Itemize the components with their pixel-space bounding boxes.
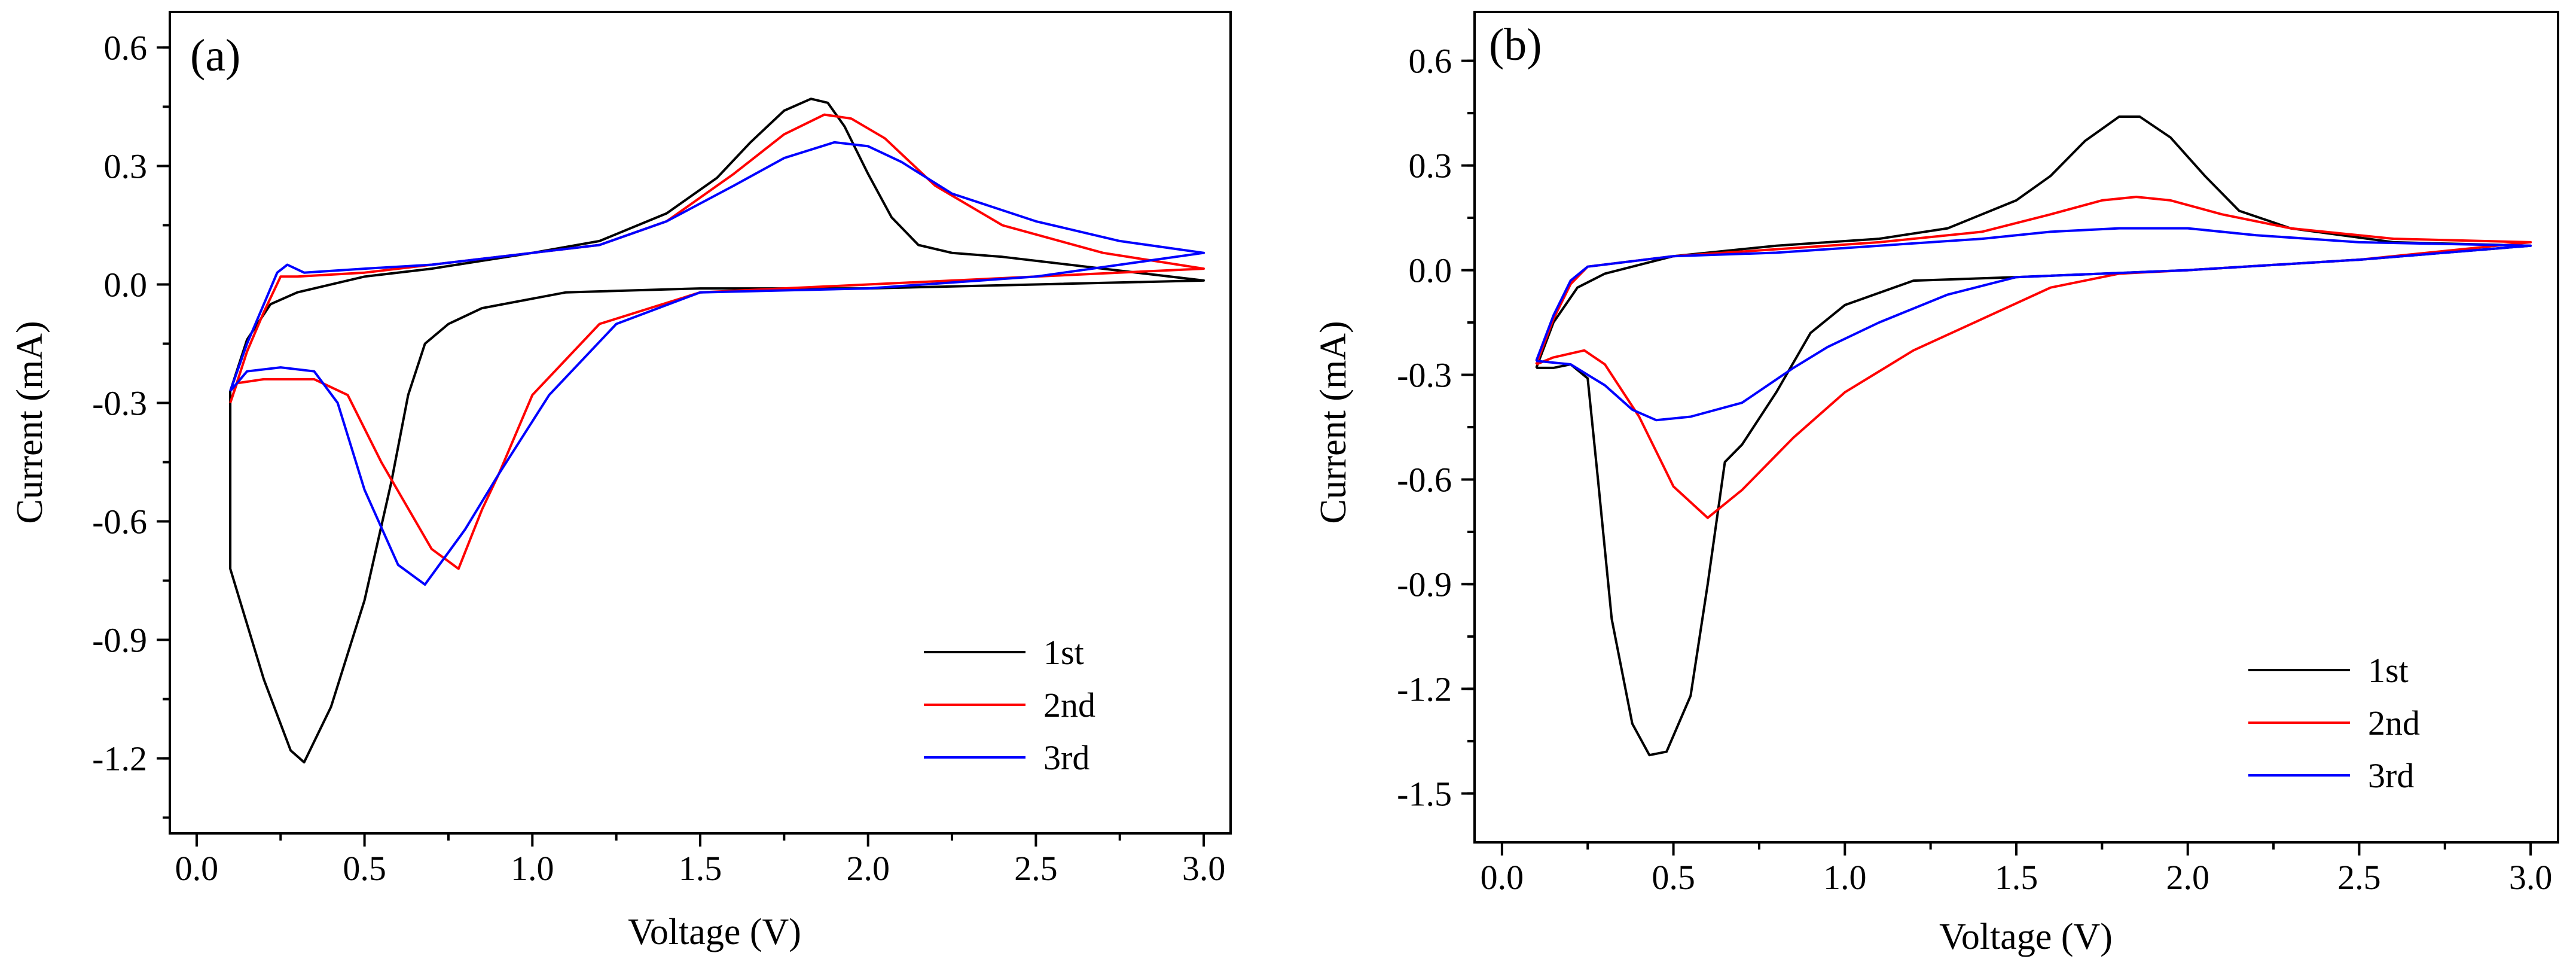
legend-label: 1st <box>1043 633 1084 672</box>
y-axis-label: Current (mA) <box>10 321 50 523</box>
x-tick-label: 1.5 <box>1995 858 2038 897</box>
x-tick-label: 2.0 <box>2166 858 2209 897</box>
gridless-ticks <box>157 46 1205 847</box>
y-tick-label: -1.2 <box>92 739 147 778</box>
legend-label: 3rd <box>2368 756 2414 795</box>
legend-label: 1st <box>2368 651 2409 690</box>
series-line-3rd <box>1535 227 2532 422</box>
x-tick-labels: 0.0 0.5 1.0 1.5 2.0 2.5 3.0 <box>175 849 1226 888</box>
panel-label: (b) <box>1489 20 1542 70</box>
y-tick-label: -1.2 <box>1397 669 1452 708</box>
y-tick-label: -0.9 <box>1397 565 1452 604</box>
x-tick-label: 0.5 <box>343 849 386 888</box>
y-tick-label: 0.6 <box>104 28 148 67</box>
x-tick-label: 1.0 <box>1823 858 1867 897</box>
gridless-ticks <box>1461 59 2532 856</box>
x-tick-label: 0.0 <box>175 849 219 888</box>
x-tick-label: 0.5 <box>1652 858 1695 897</box>
y-tick-label: -0.6 <box>92 503 147 541</box>
y-tick-label: 0.6 <box>1409 42 1452 81</box>
series-group <box>229 98 1205 764</box>
y-tick-label: 0.0 <box>1409 251 1452 290</box>
series-line-2nd <box>1535 196 2532 519</box>
x-tick-label: 0.0 <box>1481 858 1524 897</box>
panel-label: (a) <box>190 31 240 81</box>
series-group <box>1535 115 2532 757</box>
series-line-2nd <box>229 113 1205 570</box>
x-tick-label: 3.0 <box>1182 849 1226 888</box>
x-tick-label: 2.5 <box>1014 849 1058 888</box>
legend: 1st 2nd 3rd <box>924 633 1095 777</box>
series-line-3rd <box>229 141 1205 586</box>
legend-label: 2nd <box>1043 686 1095 724</box>
y-tick-label: -0.3 <box>92 383 147 422</box>
series-line-1st <box>229 98 1205 764</box>
y-axis-label: Current (mA) <box>1313 321 1354 523</box>
y-tick-label: -0.6 <box>1397 460 1452 499</box>
x-tick-label: 2.0 <box>846 849 890 888</box>
y-tick-label: -0.9 <box>92 621 147 660</box>
legend: 1st 2nd 3rd <box>2248 651 2420 795</box>
y-tick-label: 0.3 <box>1409 147 1452 185</box>
x-tick-label: 1.0 <box>511 849 554 888</box>
y-tick-label: -1.5 <box>1397 774 1452 813</box>
chart-b: 0.0 0.5 1.0 1.5 2.0 2.5 3.0 0.6 0.3 0.0 -0.3 -0.6 -… <box>1313 11 2559 957</box>
x-tick-labels: 0.0 0.5 1.0 1.5 2.0 2.5 3.0 <box>1481 858 2553 897</box>
y-tick-labels: 0.6 0.3 0.0 -0.3 -0.6 -0.9 -1.2 -1.5 <box>1397 42 1452 814</box>
x-tick-label: 2.5 <box>2337 858 2381 897</box>
y-tick-label: 0.3 <box>104 147 148 185</box>
x-tick-label: 1.5 <box>679 849 722 888</box>
legend-label: 3rd <box>1043 738 1089 777</box>
x-axis-label: Voltage (V) <box>1939 917 2113 957</box>
y-tick-label: 0.0 <box>104 265 148 304</box>
y-tick-label: -0.3 <box>1397 356 1452 395</box>
x-tick-label: 3.0 <box>2509 858 2553 897</box>
legend-label: 2nd <box>2368 704 2420 742</box>
y-tick-labels: 0.6 0.3 0.0 -0.3 -0.6 -0.9 -1.2 <box>92 28 147 778</box>
chart-a: 0.0 0.5 1.0 1.5 2.0 2.5 3.0 0.6 0.3 0.0 -0.3 -0.6 -… <box>10 11 1232 952</box>
x-axis-label: Voltage (V) <box>628 912 801 952</box>
